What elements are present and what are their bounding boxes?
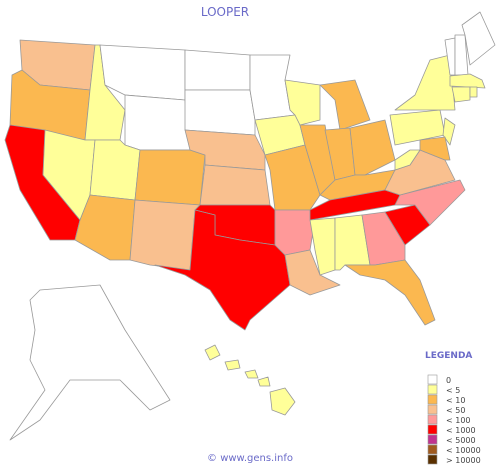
- region: [134, 149, 206, 206]
- region: [9, 284, 171, 441]
- footer: © www.gens.info: [207, 453, 293, 464]
- legend: 0< 5< 10< 50< 100< 1000< 5000< 10000> 10…: [427, 374, 481, 465]
- region: [419, 136, 451, 161]
- legend-swatch: [427, 434, 438, 445]
- region: [99, 44, 186, 101]
- region: [449, 73, 486, 89]
- region: [309, 217, 336, 276]
- map-title: LOOPER: [201, 5, 249, 19]
- legend-swatch: [427, 374, 438, 385]
- legend-swatch: [427, 414, 438, 425]
- region: [461, 11, 496, 66]
- legend-label: < 5000: [446, 436, 476, 445]
- legend-label: < 1000: [446, 426, 476, 435]
- region: [199, 164, 271, 206]
- region: [154, 209, 291, 331]
- legend-label: < 10: [446, 396, 465, 405]
- region: [319, 79, 371, 131]
- region: [469, 86, 478, 98]
- legend-label: < 5: [446, 386, 460, 395]
- legend-title: LEGENDA: [425, 351, 472, 361]
- region: [349, 119, 396, 176]
- legend-label: > 10000: [446, 456, 481, 465]
- region: [274, 209, 316, 256]
- legend-label: < 100: [446, 416, 471, 425]
- region: [184, 89, 256, 136]
- region: [129, 199, 201, 271]
- region: [89, 139, 141, 201]
- region: [442, 117, 456, 146]
- region: [394, 54, 456, 111]
- region: [344, 259, 436, 326]
- region: [184, 49, 251, 91]
- legend-swatch: [427, 384, 438, 395]
- legend-swatch: [427, 424, 438, 435]
- legend-swatch: [427, 444, 438, 455]
- legend-swatch: [427, 404, 438, 415]
- legend-swatch: [427, 394, 438, 405]
- region: [204, 344, 296, 416]
- region: [284, 249, 341, 296]
- legend-label: < 10000: [446, 446, 481, 455]
- legend-swatch: [427, 454, 438, 465]
- states: [4, 11, 496, 441]
- region: [389, 109, 446, 146]
- region: [451, 86, 471, 103]
- region: [394, 149, 421, 171]
- legend-label: 0: [446, 376, 451, 385]
- legend-label: < 50: [446, 406, 465, 415]
- region: [124, 94, 191, 151]
